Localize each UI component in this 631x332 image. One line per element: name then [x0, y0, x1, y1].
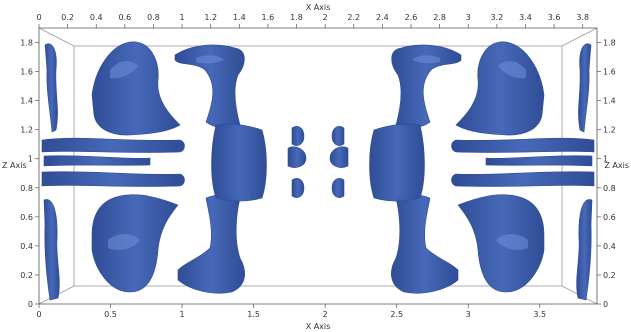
isosurface-patch	[451, 137, 595, 153]
z-tick-label-right: 1.4	[603, 97, 616, 106]
isosurface-patch	[211, 123, 267, 202]
isosurface-highlight	[196, 55, 224, 64]
x-tick-label-bottom: 0	[36, 310, 41, 319]
x-tick-label-top: 0.4	[90, 13, 103, 22]
x-tick-label-top: 3.2	[490, 13, 503, 22]
isosurface-patch	[291, 126, 305, 146]
z-tick-label-left: 0.6	[20, 213, 33, 222]
isosurface-highlight	[108, 234, 140, 250]
x-tick-label-top: 1.2	[204, 13, 217, 22]
z-tick-label-right: 0.6	[603, 213, 616, 222]
z-tick-label-left: 1.8	[20, 39, 33, 48]
x-tick-label-top: 1.6	[262, 13, 275, 22]
isosurface-patch	[451, 171, 595, 187]
x-tick-label-top: 0.8	[147, 13, 160, 22]
x-tick-label-top: 2.8	[433, 13, 446, 22]
z-axis-title-right: Z Axis	[604, 161, 629, 170]
isosurface-patch	[41, 137, 185, 153]
z-tick-label-right: 1.8	[603, 39, 616, 48]
isosurface-patch	[41, 171, 185, 187]
z-tick-label-right: 0	[603, 300, 608, 309]
isosurface-highlight	[412, 55, 440, 64]
isosurface-patch	[369, 123, 425, 202]
z-tick-label-left: 0	[28, 300, 33, 309]
z-tick-label-left: 1.2	[20, 126, 33, 135]
z-tick-label-right: 0.8	[603, 184, 616, 193]
x-tick-label-top: 1	[180, 13, 185, 22]
isosurface-highlight	[498, 61, 526, 79]
z-tick-label-right: 0.2	[603, 271, 616, 280]
isosurface-patch	[576, 199, 593, 301]
x-tick-label-bottom: 3	[466, 310, 471, 319]
z-tick-label-right: 1.2	[603, 126, 616, 135]
x-tick-label-top: 3.8	[576, 13, 589, 22]
x-tick-label-bottom: 0.5	[104, 310, 117, 319]
isosurface-patch	[391, 194, 459, 294]
z-tick-label-left: 0.8	[20, 184, 33, 193]
isosurface-patch	[43, 199, 60, 301]
x-tick-label-top: 2.6	[405, 13, 418, 22]
isosurface-patch	[578, 43, 592, 133]
x-tick-label-top: 3	[466, 13, 471, 22]
isosurface-right-half	[329, 41, 595, 301]
isosurface-patch	[43, 155, 151, 167]
z-axis-title-left: Z Axis	[2, 161, 27, 170]
isosurface-patch	[44, 43, 58, 133]
x-tick-label-top: 0.6	[118, 13, 131, 22]
bounding-box-back-frame	[38, 27, 598, 305]
x-tick-label-bottom: 1.5	[247, 310, 260, 319]
isosurface-patch	[331, 126, 345, 146]
x-tick-label-top: 1.4	[233, 13, 246, 22]
x-tick-label-top: 3.4	[519, 13, 532, 22]
bounding-box-edge	[38, 27, 75, 47]
x-tick-label-bottom: 3.5	[533, 310, 546, 319]
x-tick-label-top: 2	[323, 13, 328, 22]
z-tick-label-left: 0.4	[20, 242, 33, 251]
x-axis-title-bottom: X Axis	[306, 322, 331, 331]
isosurface-highlight	[496, 234, 528, 250]
x-tick-label-top: 2.2	[347, 13, 360, 22]
isosurface-patch	[91, 41, 181, 136]
x-axis-title-top: X Axis	[306, 3, 331, 12]
isosurface-patch	[331, 178, 345, 198]
z-tick-label-right: 1.6	[603, 68, 616, 77]
isosurface-patch	[291, 178, 305, 198]
x-tick-label-bottom: 2	[323, 310, 328, 319]
x-tick-label-top: 2.4	[376, 13, 389, 22]
x-tick-label-top: 0.2	[61, 13, 74, 22]
z-tick-label-right: 1	[603, 155, 608, 164]
z-tick-label-right: 0.4	[603, 242, 616, 251]
x-tick-label-top: 0	[36, 13, 41, 22]
isosurface-highlight	[110, 61, 138, 79]
isosurface-patch	[329, 146, 349, 168]
bounding-box-edge	[561, 27, 598, 47]
axes-group: 0 0.2 0.4 0.6 0.8 1 1.2 1.4 1.6 1.8 2 2.2 2.4 2.6 2.8 3…	[20, 13, 615, 319]
z-tick-label-left: 0.2	[20, 271, 33, 280]
isosurface-patch	[455, 41, 545, 136]
z-tick-label-left: 1	[28, 155, 33, 164]
bounding-box-inner	[73, 45, 563, 287]
z-tick-label-left: 1.4	[20, 97, 33, 106]
isosurface-left-half	[41, 41, 307, 301]
x-tick-label-bottom: 1	[180, 310, 185, 319]
x-tick-label-top: 1.8	[290, 13, 303, 22]
z-tick-label-left: 1.6	[20, 68, 33, 77]
isosurface-patch	[287, 146, 307, 168]
isosurface-patch	[485, 155, 593, 167]
x-tick-label-bottom: 2.5	[390, 310, 403, 319]
isosurface-patch	[177, 194, 245, 294]
x-tick-label-top: 3.6	[548, 13, 561, 22]
